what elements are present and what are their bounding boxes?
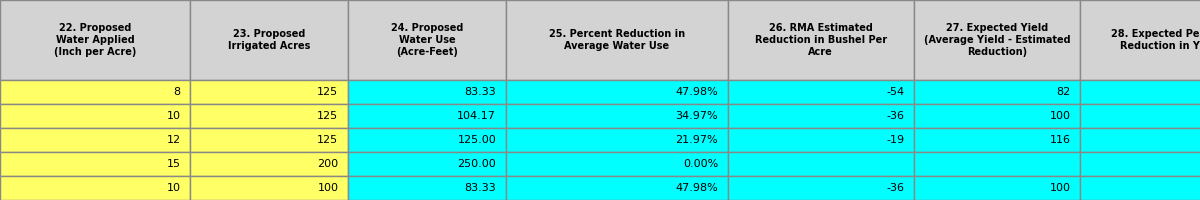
Bar xyxy=(728,104,914,128)
Bar xyxy=(190,104,348,128)
Bar xyxy=(506,104,728,128)
Bar xyxy=(1080,152,1200,176)
Bar xyxy=(728,0,914,80)
Bar xyxy=(914,80,1080,104)
Text: -36: -36 xyxy=(886,111,905,121)
Bar xyxy=(506,80,728,104)
Bar xyxy=(914,128,1080,152)
Bar xyxy=(0,152,190,176)
Bar xyxy=(728,152,914,176)
Bar xyxy=(348,0,506,80)
Bar xyxy=(0,176,190,200)
Bar xyxy=(1080,104,1200,128)
Bar xyxy=(506,0,728,80)
Bar xyxy=(506,176,728,200)
Bar xyxy=(0,128,190,152)
Text: -36: -36 xyxy=(886,183,905,193)
Bar xyxy=(190,0,348,80)
Bar xyxy=(348,80,506,104)
Bar xyxy=(190,152,348,176)
Text: 23. Proposed
Irrigated Acres: 23. Proposed Irrigated Acres xyxy=(228,29,311,51)
Text: -54: -54 xyxy=(886,87,905,97)
Text: -19: -19 xyxy=(886,135,905,145)
Text: 83.33: 83.33 xyxy=(464,87,497,97)
Text: 125.00: 125.00 xyxy=(457,135,497,145)
Bar xyxy=(1080,128,1200,152)
Bar xyxy=(348,104,506,128)
Text: 22. Proposed
Water Applied
(Inch per Acre): 22. Proposed Water Applied (Inch per Acr… xyxy=(54,23,137,57)
Text: 8: 8 xyxy=(174,87,180,97)
Text: 104.17: 104.17 xyxy=(457,111,497,121)
Bar xyxy=(190,128,348,152)
Text: 125: 125 xyxy=(317,135,338,145)
Bar xyxy=(0,0,190,80)
Text: 24. Proposed
Water Use
(Acre-Feet): 24. Proposed Water Use (Acre-Feet) xyxy=(391,23,463,57)
Bar xyxy=(506,152,728,176)
Text: 250.00: 250.00 xyxy=(457,159,497,169)
Text: 83.33: 83.33 xyxy=(464,183,497,193)
Text: 47.98%: 47.98% xyxy=(676,87,718,97)
Text: 25. Percent Reduction in
Average Water Use: 25. Percent Reduction in Average Water U… xyxy=(548,29,685,51)
Text: 47.98%: 47.98% xyxy=(676,183,718,193)
Bar xyxy=(914,104,1080,128)
Text: 116: 116 xyxy=(1050,135,1070,145)
Text: 15: 15 xyxy=(167,159,180,169)
Text: 125: 125 xyxy=(317,87,338,97)
Text: 100: 100 xyxy=(318,183,338,193)
Text: 12: 12 xyxy=(167,135,180,145)
Bar xyxy=(1080,80,1200,104)
Bar xyxy=(190,176,348,200)
Text: 200: 200 xyxy=(317,159,338,169)
Bar xyxy=(1080,0,1200,80)
Bar xyxy=(728,128,914,152)
Text: 10: 10 xyxy=(167,183,180,193)
Text: 125: 125 xyxy=(317,111,338,121)
Bar xyxy=(728,80,914,104)
Bar xyxy=(190,80,348,104)
Bar xyxy=(914,0,1080,80)
Text: 34.97%: 34.97% xyxy=(676,111,718,121)
Text: 10: 10 xyxy=(167,111,180,121)
Bar xyxy=(1080,176,1200,200)
Bar xyxy=(914,152,1080,176)
Bar xyxy=(728,176,914,200)
Bar xyxy=(348,152,506,176)
Text: 82: 82 xyxy=(1056,87,1070,97)
Text: 28. Expected Percent
Reduction in Yield: 28. Expected Percent Reduction in Yield xyxy=(1111,29,1200,51)
Bar xyxy=(506,128,728,152)
Bar xyxy=(0,80,190,104)
Bar xyxy=(0,104,190,128)
Bar xyxy=(348,176,506,200)
Bar xyxy=(348,128,506,152)
Text: 100: 100 xyxy=(1050,183,1070,193)
Text: 0.00%: 0.00% xyxy=(683,159,718,169)
Text: 27. Expected Yield
(Average Yield - Estimated
Reduction): 27. Expected Yield (Average Yield - Esti… xyxy=(924,23,1070,57)
Text: 100: 100 xyxy=(1050,111,1070,121)
Text: 26. RMA Estimated
Reduction in Bushel Per
Acre: 26. RMA Estimated Reduction in Bushel Pe… xyxy=(755,23,887,57)
Text: 21.97%: 21.97% xyxy=(676,135,718,145)
Bar xyxy=(914,176,1080,200)
